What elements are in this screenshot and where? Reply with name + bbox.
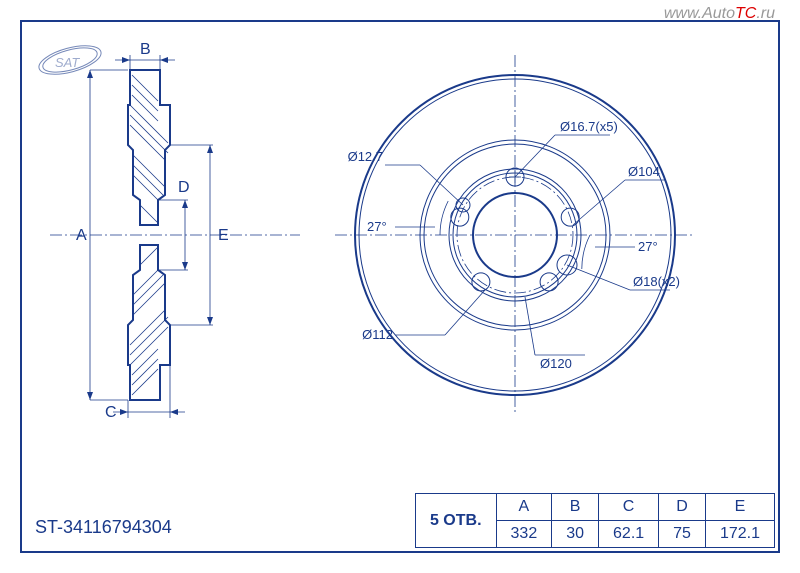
val-cell: 30	[552, 521, 599, 548]
holes-cell: 5 ОТВ.	[415, 494, 496, 548]
table-row: 5 ОТВ. A B C D E	[415, 494, 774, 521]
val-cell: 172.1	[705, 521, 774, 548]
dim-a-label: A	[76, 227, 87, 244]
callout-d12-7: Ø12.7	[348, 149, 383, 164]
callout-d112: Ø112	[362, 327, 393, 342]
val-cell: 332	[496, 521, 552, 548]
dim-d-label: D	[178, 179, 190, 196]
col-header: E	[705, 494, 774, 521]
part-number: ST-34116794304	[35, 517, 172, 538]
side-view: A B C D E	[70, 50, 270, 420]
col-header: B	[552, 494, 599, 521]
callout-d16-7: Ø16.7(x5)	[560, 119, 618, 134]
holes-label: 5 ОТВ.	[430, 512, 482, 529]
col-header: A	[496, 494, 552, 521]
dim-c-label: C	[105, 404, 117, 421]
col-header: D	[659, 494, 706, 521]
val-cell: 75	[659, 521, 706, 548]
callout-d104: Ø104	[628, 164, 660, 179]
callout-d120: Ø120	[540, 356, 572, 371]
callout-d18: Ø18(x2)	[633, 274, 680, 289]
dimension-table: 5 ОТВ. A B C D E 332 30 62.1 75 172.1	[415, 493, 775, 548]
val-cell: 62.1	[599, 521, 659, 548]
callout-27-right: 27°	[638, 239, 658, 254]
callout-27-left: 27°	[367, 219, 387, 234]
front-view: Ø12.7 Ø16.7(x5) Ø104 Ø18(x2) Ø112 Ø120 2…	[330, 50, 700, 420]
dim-e-label: E	[218, 227, 229, 244]
dim-b-label: B	[140, 41, 151, 58]
col-header: C	[599, 494, 659, 521]
